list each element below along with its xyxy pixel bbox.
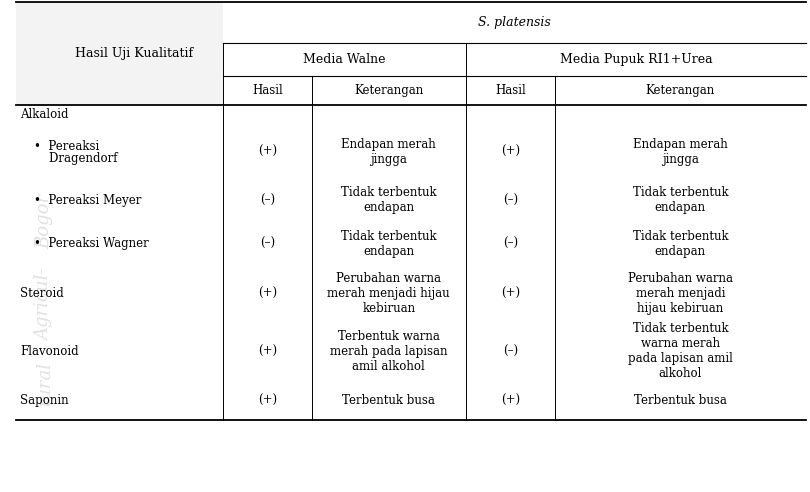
Text: Terbentuk warna
merah pada lapisan
amil alkohol: Terbentuk warna merah pada lapisan amil … [330,330,448,373]
Text: tural: tural [36,362,53,406]
Text: Tidak terbentuk
endapan: Tidak terbentuk endapan [341,230,437,257]
Text: (+): (+) [258,394,277,407]
Text: (+): (+) [501,287,520,300]
Text: S. platensis: S. platensis [478,16,551,29]
Text: Hasil: Hasil [252,84,283,97]
Text: Keterangan: Keterangan [354,84,424,97]
Text: (–): (–) [260,237,275,250]
Text: Flavonoid: Flavonoid [20,345,79,358]
Text: Endapan merah
jingga: Endapan merah jingga [342,138,436,165]
Text: Terbentuk busa: Terbentuk busa [634,394,727,407]
Text: Perubahan warna
merah menjadi hijau
kebiruan: Perubahan warna merah menjadi hijau kebi… [327,272,450,315]
FancyBboxPatch shape [16,2,223,105]
Text: Tidak terbentuk
endapan: Tidak terbentuk endapan [633,230,728,257]
Text: Hasil: Hasil [495,84,526,97]
Text: (+): (+) [501,145,520,158]
Text: •  Pereaksi: • Pereaksi [34,140,100,153]
Text: Dragendorf: Dragendorf [34,153,117,165]
Text: (+): (+) [501,394,520,407]
Text: •  Pereaksi Wagner: • Pereaksi Wagner [34,237,149,250]
Text: Perubahan warna
merah menjadi
hijau kebiruan: Perubahan warna merah menjadi hijau kebi… [628,272,733,315]
Text: Media Pupuk RI1+Urea: Media Pupuk RI1+Urea [560,53,712,66]
Text: Tidak terbentuk
endapan: Tidak terbentuk endapan [341,186,437,214]
Text: (+): (+) [258,345,277,358]
Text: (+): (+) [258,287,277,300]
Text: (+): (+) [258,145,277,158]
Text: Terbentuk busa: Terbentuk busa [343,394,435,407]
Text: (–): (–) [503,194,518,207]
Text: Saponin: Saponin [20,394,69,407]
Text: Steroid: Steroid [20,287,64,300]
Text: (–): (–) [503,237,518,250]
Text: Hasil Uji Kualitatif: Hasil Uji Kualitatif [75,47,193,60]
Text: Bogor: Bogor [36,194,53,249]
Text: Keterangan: Keterangan [646,84,715,97]
Text: Media Walne: Media Walne [303,53,386,66]
Text: Agricul-: Agricul- [36,269,53,341]
Text: Tidak terbentuk
warna merah
pada lapisan amil
alkohol: Tidak terbentuk warna merah pada lapisan… [628,322,733,380]
Text: Alkaloid: Alkaloid [20,108,69,121]
Text: •  Pereaksi Meyer: • Pereaksi Meyer [34,194,142,207]
Text: Tidak terbentuk
endapan: Tidak terbentuk endapan [633,186,728,214]
Text: Endapan merah
jingga: Endapan merah jingga [633,138,727,165]
Text: (–): (–) [503,345,518,358]
Text: (–): (–) [260,194,275,207]
